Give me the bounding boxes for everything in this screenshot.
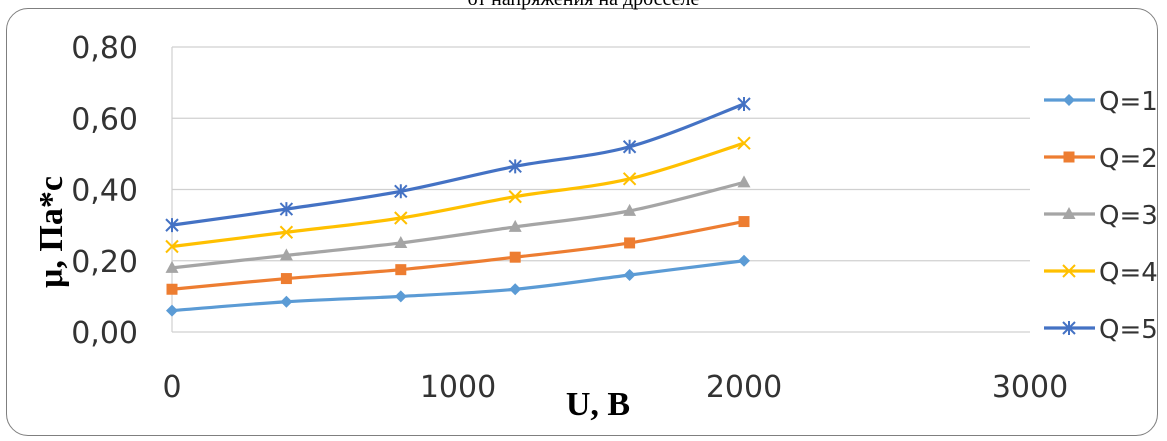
legend-item: Q=2 (1044, 144, 1158, 174)
data-point (624, 237, 636, 249)
x-tick-label: 3000 (992, 370, 1068, 405)
data-point (509, 283, 522, 296)
y-tick-label: 0,00 (71, 316, 138, 351)
data-point (508, 189, 522, 204)
x-axis-label: U, В (566, 386, 630, 423)
y-tick-label: 0,60 (71, 102, 138, 137)
series-line (171, 141, 745, 249)
data-point (166, 283, 178, 295)
data-point (737, 175, 751, 188)
x-tick-labels: 0 1000 2000 3000 (162, 370, 1068, 405)
data-point (623, 269, 636, 281)
legend-item: Q=3 (1044, 201, 1158, 231)
data-point (1063, 151, 1075, 163)
data-point (166, 304, 178, 317)
data-point (394, 211, 408, 225)
y-tick-label: 0,80 (71, 31, 138, 66)
data-point (738, 216, 750, 228)
data-point (737, 97, 751, 111)
series-5 (165, 97, 751, 233)
data-point (737, 136, 751, 150)
data-point (280, 295, 293, 308)
data-point (279, 202, 294, 217)
series-1 (166, 254, 750, 317)
data-point (165, 239, 179, 254)
legend-label: Q=1 (1099, 87, 1158, 117)
legend-label: Q=5 (1099, 315, 1158, 345)
data-point (394, 184, 408, 199)
data-point (1063, 94, 1075, 106)
data-point (165, 260, 179, 273)
legend-label: Q=4 (1099, 258, 1158, 288)
legend-label: Q=2 (1099, 144, 1158, 174)
data-point (622, 172, 637, 186)
data-point (395, 264, 407, 276)
data-point (738, 254, 750, 267)
data-point (279, 248, 293, 261)
x-tick-label: 0 (162, 370, 181, 405)
data-point (509, 251, 521, 263)
data-point (279, 225, 294, 239)
y-tick-label: 0,40 (71, 174, 138, 209)
y-tick-labels: 0,00 0,20 0,40 0,60 0,80 (71, 31, 138, 351)
legend-item: Q=4 (1044, 258, 1158, 288)
data-point (280, 273, 292, 285)
data-point (622, 139, 637, 154)
series-3 (165, 175, 751, 273)
data-point (394, 290, 407, 303)
legend-label: Q=3 (1099, 201, 1158, 231)
x-tick-label: 1000 (420, 370, 496, 405)
data-point (508, 159, 522, 174)
data-point (1062, 207, 1076, 219)
series-line (171, 102, 745, 227)
series-line (171, 180, 745, 270)
x-tick-label: 2000 (706, 370, 782, 405)
series-2 (166, 216, 750, 295)
series-4 (165, 136, 751, 254)
data-point (1062, 321, 1076, 335)
legend-item: Q=5 (1044, 315, 1158, 345)
data-point (1062, 264, 1076, 278)
data-point (508, 219, 522, 232)
legend-item: Q=1 (1044, 87, 1158, 117)
data-point (165, 218, 179, 233)
series-group (165, 97, 751, 317)
data-point (394, 235, 408, 248)
data-point (623, 203, 637, 216)
y-tick-label: 0,20 (71, 245, 138, 280)
series-line (171, 259, 745, 313)
legend: Q=1 Q=2 Q=3 Q=4 Q=5 (1044, 87, 1158, 345)
series-line (171, 219, 745, 291)
chart-title: от напряжения на дросселе (0, 0, 1167, 11)
gridlines (171, 46, 1030, 333)
y-axis-label: μ, Па*с (33, 176, 70, 288)
